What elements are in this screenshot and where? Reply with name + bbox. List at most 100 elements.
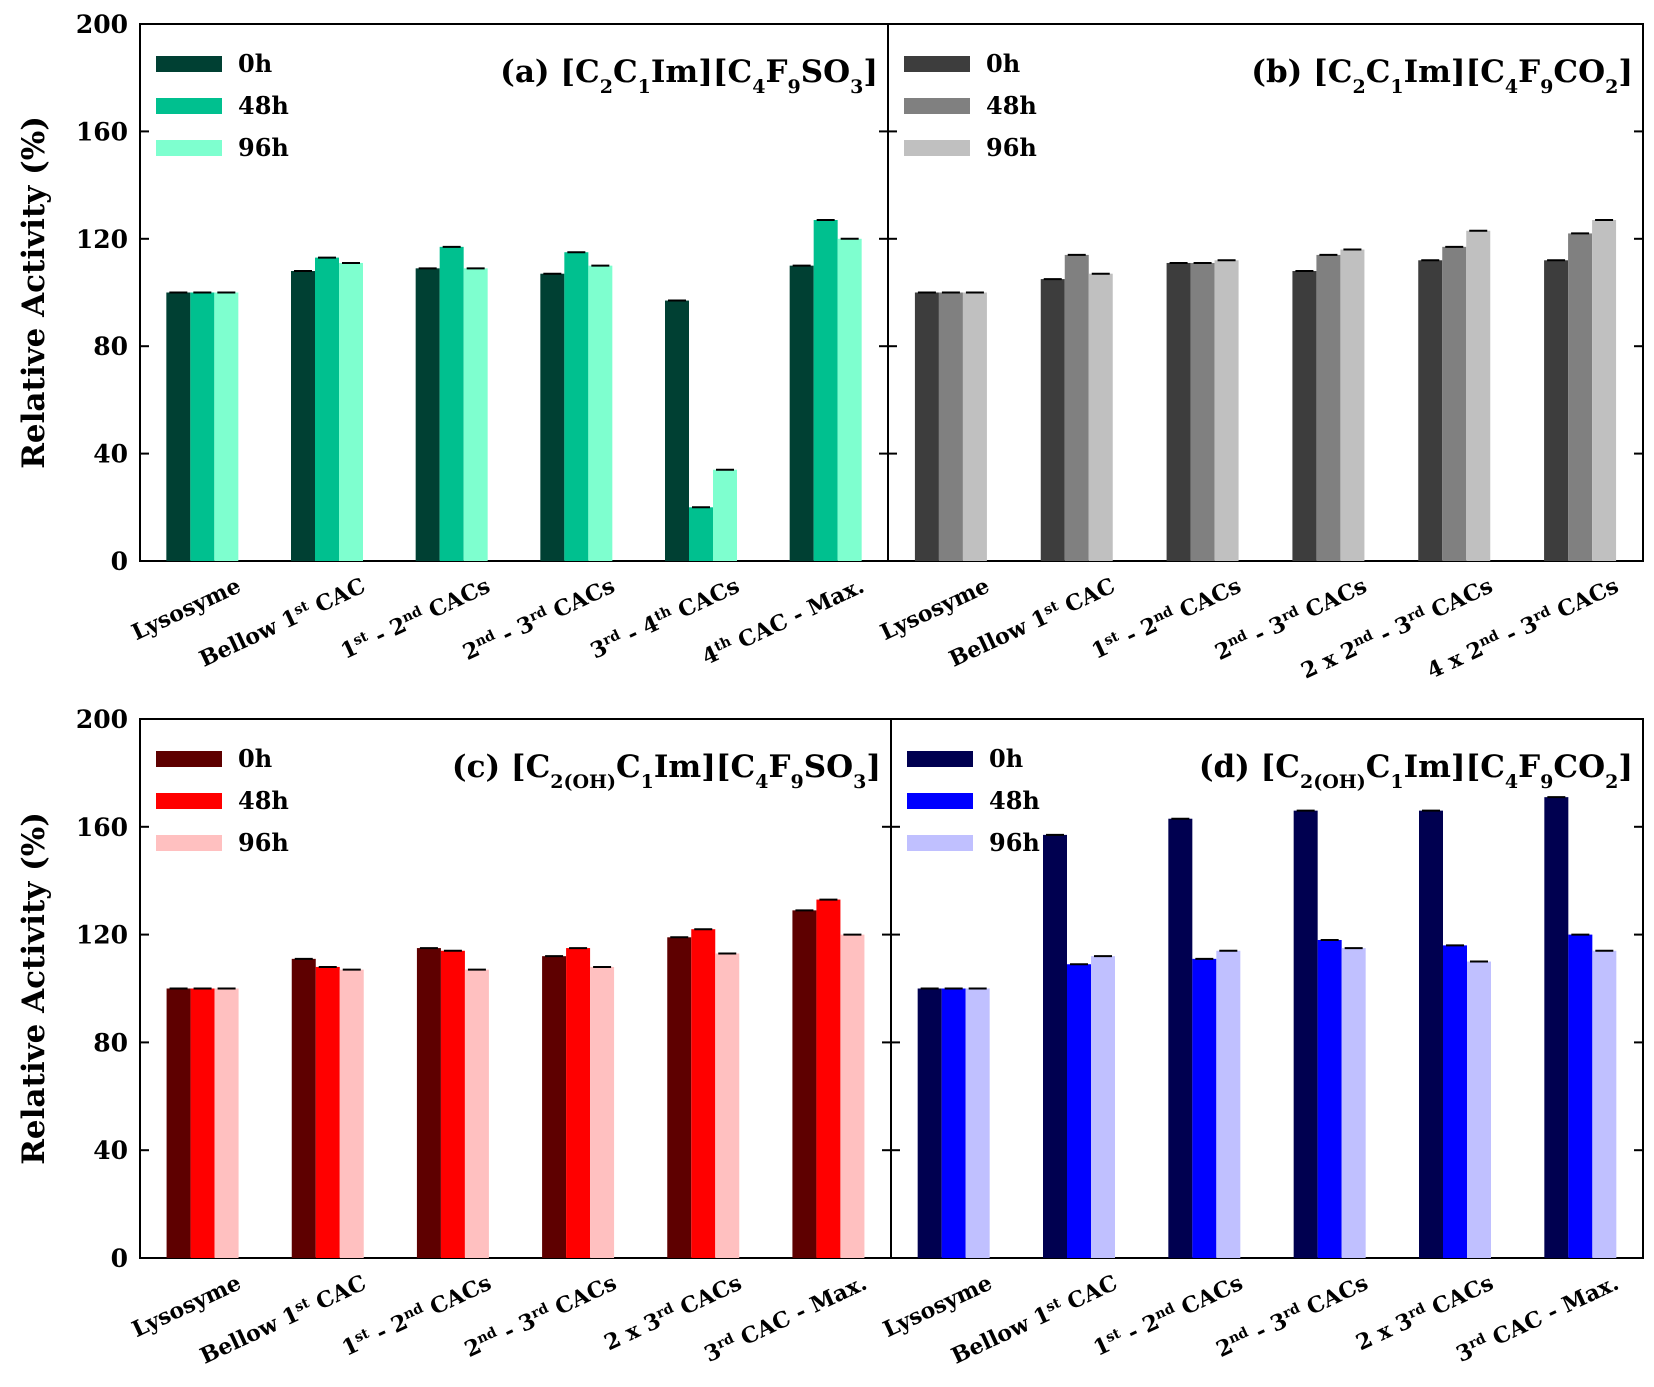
bar-96h-2 (1091, 956, 1115, 1258)
legend-swatch-0h (156, 751, 222, 767)
bar-96h-5 (1466, 230, 1491, 561)
bar-96h-1 (962, 292, 987, 561)
y-tick-label: 120 (76, 225, 128, 254)
bar-96h-3 (464, 969, 489, 1258)
bar-96h-6 (1592, 220, 1617, 561)
y-tick-label: 160 (76, 813, 128, 842)
panel-title: (a) [C2C1Im][C4F9SO3] (500, 54, 878, 98)
legend-label-0h: 0h (989, 744, 1023, 773)
bar-0h-6 (1544, 260, 1569, 561)
panel-title: (b) [C2C1Im][C4F9CO2] (1251, 54, 1633, 98)
legend-label-96h: 96h (989, 828, 1040, 857)
bar-0h-4 (542, 956, 567, 1258)
bar-96h-1 (214, 988, 239, 1258)
bar-0h-4 (540, 273, 565, 561)
bar-48h-4 (1317, 939, 1342, 1258)
legend-label-48h: 48h (238, 786, 289, 815)
bar-96h-4 (1341, 948, 1366, 1258)
bar-0h-5 (1419, 810, 1443, 1258)
bar-48h-3 (1190, 262, 1215, 561)
legend-swatch-48h (907, 793, 973, 809)
legend-swatch-0h (156, 56, 222, 72)
bar-96h-5 (1467, 961, 1491, 1258)
bar-96h-6 (840, 934, 865, 1258)
bar-0h-2 (1043, 834, 1067, 1258)
legend-label-96h: 96h (986, 133, 1037, 162)
legend-swatch-96h (907, 835, 973, 851)
y-axis-label: Relative Activity (%) (16, 116, 52, 469)
bar-0h-1 (917, 988, 942, 1258)
bar-0h-1 (914, 292, 939, 561)
bar-96h-3 (1216, 950, 1241, 1258)
bar-48h-3 (1192, 958, 1217, 1258)
bar-96h-5 (715, 953, 740, 1258)
legend-swatch-48h (904, 98, 970, 114)
bar-48h-6 (813, 220, 838, 561)
bar-96h-1 (965, 988, 990, 1258)
y-tick-label: 80 (93, 1028, 128, 1057)
legend-swatch-96h (156, 835, 222, 851)
legend-swatch-0h (907, 751, 973, 767)
y-axis-label: Relative Activity (%) (16, 812, 52, 1165)
bar-96h-4 (1340, 249, 1365, 562)
y-tick-label: 200 (76, 10, 128, 39)
bar-0h-6 (792, 910, 817, 1258)
bar-48h-2 (1067, 964, 1091, 1258)
legend-label-0h: 0h (986, 49, 1020, 78)
legend-swatch-48h (156, 793, 222, 809)
bar-96h-2 (339, 262, 363, 561)
bar-48h-5 (1443, 945, 1467, 1258)
bar-96h-5 (713, 469, 737, 561)
bar-48h-5 (689, 507, 713, 561)
bar-0h-1 (166, 988, 191, 1258)
bar-0h-4 (1293, 810, 1318, 1258)
bar-48h-5 (1442, 246, 1467, 562)
y-tick-label: 40 (93, 440, 128, 469)
y-tick-label: 0 (111, 1244, 128, 1273)
legend-label-96h: 96h (238, 828, 289, 857)
legend-swatch-48h (156, 98, 222, 114)
bar-0h-2 (1040, 279, 1065, 561)
y-tick-label: 120 (76, 921, 128, 950)
bar-48h-1 (941, 988, 966, 1258)
legend-label-48h: 48h (986, 91, 1037, 120)
bar-48h-2 (1064, 254, 1089, 561)
y-tick-label: 0 (111, 547, 128, 576)
panel-title: (c) [C2(OH)C1Im][C4F9SO3] (452, 749, 881, 793)
bar-0h-3 (415, 268, 440, 561)
legend-swatch-96h (904, 140, 970, 156)
bar-48h-5 (691, 929, 716, 1258)
bar-48h-6 (1568, 233, 1593, 561)
bar-0h-5 (667, 937, 692, 1258)
legend-label-48h: 48h (238, 91, 289, 120)
legend-label-96h: 96h (238, 133, 289, 162)
bar-0h-5 (665, 300, 689, 561)
bar-96h-6 (837, 238, 862, 562)
bar-0h-3 (416, 948, 441, 1258)
bar-0h-2 (291, 958, 316, 1258)
bar-96h-4 (590, 966, 615, 1258)
bar-48h-1 (190, 292, 215, 561)
bar-96h-6 (1592, 950, 1617, 1258)
legend-label-0h: 0h (238, 744, 272, 773)
bar-0h-1 (166, 292, 191, 561)
bar-48h-1 (190, 988, 215, 1258)
bar-96h-1 (214, 292, 239, 561)
bar-48h-3 (440, 950, 465, 1258)
bar-48h-4 (566, 948, 591, 1258)
bar-48h-4 (564, 252, 589, 561)
legend-swatch-0h (904, 56, 970, 72)
plot-frame (890, 718, 1644, 1259)
legend-swatch-96h (156, 140, 222, 156)
bar-48h-1 (938, 292, 963, 561)
bar-96h-2 (339, 969, 364, 1258)
bar-96h-4 (588, 265, 613, 561)
bar-96h-3 (1214, 260, 1239, 561)
bar-48h-2 (315, 257, 339, 561)
bar-0h-6 (1544, 797, 1569, 1258)
